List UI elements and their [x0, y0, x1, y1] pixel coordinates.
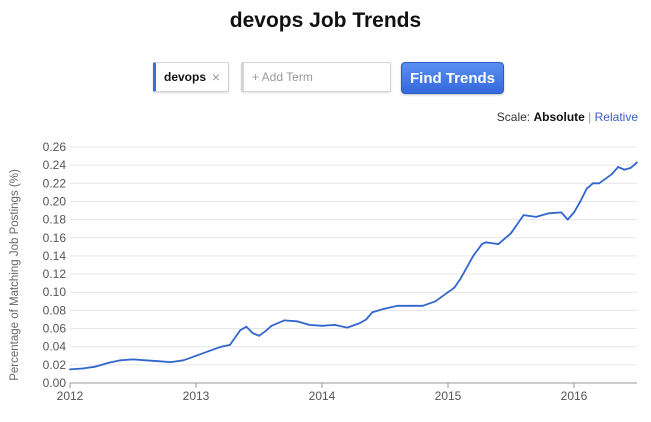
- y-tick-label: 0.24: [43, 158, 67, 172]
- data-point: [270, 324, 273, 327]
- data-point: [573, 211, 575, 214]
- search-term-label: devops: [164, 70, 207, 84]
- scale-separator: |: [588, 110, 592, 124]
- data-point: [195, 354, 197, 357]
- data-point: [421, 304, 424, 307]
- data-point: [169, 361, 172, 363]
- data-point: [365, 318, 367, 321]
- y-tick-label: 0.00: [43, 376, 67, 390]
- data-point: [636, 161, 638, 164]
- y-tick-label: 0.22: [43, 176, 67, 190]
- data-point: [384, 307, 386, 310]
- y-tick-label: 0.06: [43, 322, 67, 336]
- data-point: [358, 322, 361, 324]
- data-point: [481, 243, 483, 246]
- y-tick-label: 0.02: [43, 358, 67, 372]
- data-point: [510, 232, 512, 235]
- y-tick-label: 0.12: [43, 267, 67, 281]
- data-point: [459, 277, 462, 280]
- data-point: [346, 326, 349, 329]
- y-tick-label: 0.10: [43, 285, 67, 299]
- x-tick-label: 2016: [561, 389, 588, 403]
- scale-relative-link[interactable]: Relative: [594, 110, 638, 124]
- scale-label: Scale:: [496, 110, 531, 124]
- scale-absolute-option[interactable]: Absolute: [533, 110, 585, 124]
- data-point: [264, 330, 267, 333]
- data-point: [623, 168, 626, 171]
- data-point: [157, 360, 160, 363]
- data-point: [579, 200, 582, 203]
- data-point: [371, 311, 374, 314]
- data-point: [617, 166, 619, 168]
- data-point: [447, 291, 449, 294]
- data-point: [132, 358, 134, 361]
- data-point: [94, 365, 97, 368]
- data-point: [119, 359, 122, 362]
- data-point: [81, 367, 84, 370]
- y-axis-label: Percentage of Matching Job Postings (%): [9, 169, 21, 381]
- x-tick-label: 2014: [309, 389, 336, 403]
- data-point: [283, 319, 286, 322]
- x-tick-label: 2015: [435, 389, 462, 403]
- data-point: [472, 255, 475, 257]
- data-point: [610, 173, 613, 176]
- data-point: [245, 325, 248, 328]
- search-term-chip[interactable]: devops ×: [153, 62, 229, 92]
- data-point: [321, 324, 323, 327]
- data-point: [585, 187, 588, 190]
- data-point: [251, 332, 254, 334]
- series-line-devops: [69, 161, 638, 371]
- find-trends-button[interactable]: Find Trends: [401, 62, 504, 94]
- x-tick-label: 2012: [57, 389, 84, 403]
- data-point: [239, 329, 242, 332]
- data-point: [434, 300, 437, 303]
- data-point: [497, 243, 500, 246]
- data-point: [106, 362, 109, 364]
- data-point: [409, 304, 412, 307]
- data-point: [629, 167, 632, 169]
- data-point: [598, 182, 601, 185]
- data-point: [182, 359, 185, 362]
- data-point: [207, 350, 210, 353]
- data-point: [229, 344, 231, 346]
- data-point: [333, 324, 336, 326]
- data-point: [144, 359, 147, 362]
- data-point: [396, 304, 399, 307]
- y-tick-label: 0.08: [43, 303, 67, 317]
- data-point: [220, 345, 223, 348]
- data-point: [453, 286, 456, 289]
- chart-labels: 0.00 0.02 0.04 0.06 0.08 0.10 0.12 0.14 0.16 0.18…: [9, 140, 588, 403]
- y-tick-label: 0.16: [43, 231, 67, 245]
- chart-axes: [69, 382, 637, 388]
- page-title: devops Job Trends: [229, 9, 422, 32]
- data-point: [295, 320, 298, 323]
- y-tick-label: 0.18: [43, 213, 67, 227]
- x-tick-label: 2013: [183, 389, 210, 403]
- data-point: [484, 241, 487, 244]
- data-point: [535, 216, 538, 218]
- y-tick-label: 0.04: [43, 340, 67, 354]
- data-point: [258, 334, 260, 337]
- y-tick-label: 0.14: [43, 249, 67, 263]
- data-point: [547, 212, 550, 215]
- data-point: [522, 214, 525, 217]
- data-point: [560, 211, 563, 214]
- data-point: [592, 182, 594, 185]
- data-point: [308, 324, 311, 326]
- data-point: [566, 218, 569, 221]
- y-tick-label: 0.26: [43, 140, 67, 154]
- y-tick-label: 0.20: [43, 194, 67, 208]
- data-point: [69, 368, 71, 371]
- add-term-input[interactable]: [241, 62, 391, 92]
- scale-selector: Scale: Absolute | Relative: [497, 110, 638, 124]
- chart-series: [69, 161, 638, 371]
- close-icon[interactable]: ×: [211, 69, 220, 85]
- chart-gridlines: [70, 146, 637, 366]
